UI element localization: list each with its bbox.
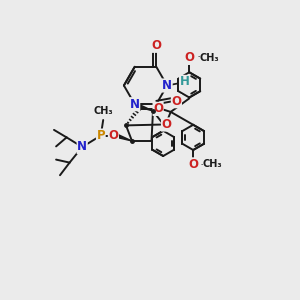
Text: CH₃: CH₃ [203,159,222,170]
Text: -: - [198,50,202,64]
Text: N: N [130,98,140,111]
Polygon shape [134,103,153,111]
Text: O: O [151,39,161,52]
Text: -: - [201,158,205,171]
Polygon shape [116,134,132,141]
Text: P: P [97,129,105,142]
Text: N: N [162,79,172,92]
Text: O: O [171,95,182,108]
Text: O: O [153,102,163,116]
Text: O: O [108,129,118,142]
Text: H: H [180,75,189,88]
Text: CH₃: CH₃ [200,53,219,63]
Text: N: N [77,140,87,154]
Text: O: O [188,158,198,171]
Text: O: O [184,51,194,64]
Text: CH₃: CH₃ [93,106,113,116]
Text: O: O [161,118,172,131]
